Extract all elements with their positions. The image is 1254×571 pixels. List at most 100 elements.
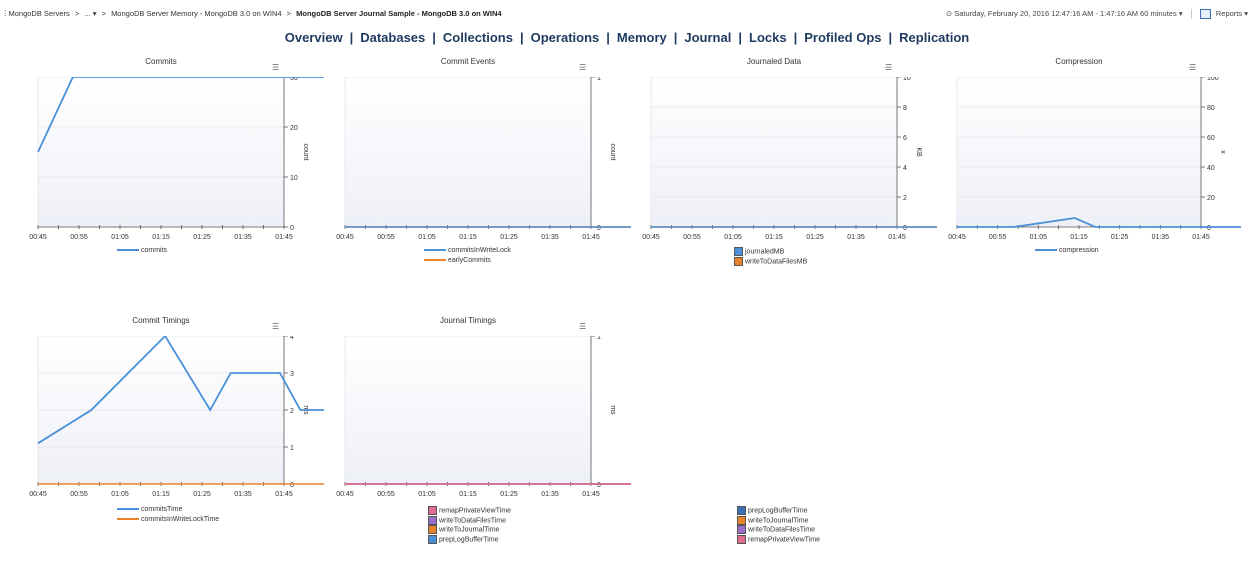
- section-nav: Overview | Databases | Collections | Operation…: [0, 30, 1254, 45]
- x-tick-label: 00:45: [336, 234, 354, 241]
- chart-menu-icon[interactable]: ☰: [579, 63, 587, 72]
- legend-swatch: [737, 525, 746, 534]
- legend-item-journaled-mb[interactable]: journaledMB: [734, 247, 784, 256]
- breadcrumb-middle-link[interactable]: MongoDB Server Memory - MongoDB 3.0 on W…: [111, 9, 282, 18]
- x-tick-label: 01:05: [1030, 234, 1048, 241]
- chart-menu-icon[interactable]: ☰: [579, 322, 587, 331]
- x-tick-label: 00:55: [70, 491, 88, 498]
- y-tick-label: 30: [290, 77, 298, 82]
- legend-swatch: [117, 518, 139, 521]
- chart-commits: 0 10 20 30 count 00:45 00:55 01:05 01:15 01:25 01:…: [29, 77, 324, 241]
- legend-item-write-to-data-files-time[interactable]: writeToDataFilesTime: [737, 525, 815, 534]
- legend-label: remapPrivateViewTime: [748, 535, 820, 543]
- legend-item-commits[interactable]: commits: [117, 247, 167, 254]
- x-tick-label: 01:15: [459, 491, 477, 498]
- legend-swatch: [737, 515, 746, 525]
- chart-commit-events: 0 1 count 00:45 00:55 01:05 01:15 01:25 01:35 01:…: [336, 77, 631, 241]
- legend-item-write-to-journal-time[interactable]: writeToJournalTime: [737, 515, 809, 525]
- legend-swatch: [117, 249, 139, 252]
- x-tick-label: 01:35: [234, 491, 252, 498]
- legend-item-compression[interactable]: compression: [1035, 247, 1099, 254]
- legend-swatch: [734, 256, 743, 266]
- nav-locks[interactable]: Locks: [749, 30, 787, 45]
- x-tick-label: 01:15: [1070, 234, 1088, 241]
- chevron-down-icon[interactable]: ▾: [92, 9, 97, 18]
- plot-background: [345, 336, 591, 484]
- nav-collections[interactable]: Collections: [442, 30, 513, 45]
- x-tick-label: 00:45: [336, 491, 354, 498]
- nav-operations[interactable]: Operations: [530, 30, 600, 45]
- divider: [1190, 9, 1192, 20]
- tree-icon: ⵗ: [4, 9, 7, 18]
- chart-title-compression: Compression: [1055, 57, 1103, 66]
- series-line-compression: [957, 217, 1241, 228]
- x-tick-label: 01:25: [806, 234, 824, 241]
- x-tick-label: 01:25: [500, 491, 518, 498]
- y-tick-label: 1: [597, 336, 601, 341]
- breadcrumb-separator: >: [101, 9, 106, 18]
- legend-item-early-commits[interactable]: earlyCommits: [424, 257, 491, 264]
- chart-title-commits: Commits: [145, 57, 177, 66]
- y-tick-label: 20: [290, 125, 298, 132]
- nav-overview[interactable]: Overview: [284, 30, 343, 45]
- nav-replication[interactable]: Replication: [899, 30, 970, 45]
- y-tick-label: 0: [903, 225, 907, 232]
- y-tick-label: 20: [1207, 195, 1215, 202]
- legend-item-write-to-data-files-mb[interactable]: writeToDataFilesMB: [734, 256, 807, 266]
- reports-button[interactable]: Reports: [1215, 9, 1243, 18]
- legend-label: writeToJournalTime: [748, 516, 809, 524]
- x-tick-label: 01:05: [418, 234, 436, 241]
- nav-databases[interactable]: Databases: [360, 30, 426, 45]
- chart-menu-icon[interactable]: ☰: [1189, 63, 1197, 72]
- nav-profiled-ops[interactable]: Profiled Ops: [804, 30, 882, 45]
- chart-title-commit-timings: Commit Timings: [132, 316, 190, 325]
- legend-item-commits-in-write-lock[interactable]: commitsInWriteLock: [424, 247, 511, 254]
- chart-menu-icon[interactable]: ☰: [272, 322, 280, 331]
- legend-item-commits-in-write-lock-time[interactable]: commitsInWriteLockTime: [117, 516, 219, 523]
- legend-swatch: [1035, 249, 1057, 252]
- x-tick-label: 01:15: [152, 491, 170, 498]
- x-tick-label: 01:05: [418, 491, 436, 498]
- legend-item-prep-log-buffer-time[interactable]: prepLogBufferTime: [428, 534, 499, 544]
- plot-background: [957, 77, 1201, 227]
- y-tick-label: 4: [290, 336, 294, 341]
- legend-label: prepLogBufferTime: [748, 507, 808, 515]
- legend-item-prep-log-buffer-time[interactable]: prepLogBufferTime: [737, 506, 808, 515]
- legend-item-remap-private-view-time[interactable]: remapPrivateViewTime: [428, 506, 511, 515]
- x-tick-label: 01:15: [152, 234, 170, 241]
- legend-swatch: [424, 259, 446, 262]
- legend-swatch: [428, 506, 437, 515]
- y-tick-label: 10: [903, 77, 911, 82]
- breadcrumb-root-link[interactable]: MongoDB Servers: [8, 9, 70, 18]
- legend-item-remap-private-view-time[interactable]: remapPrivateViewTime: [737, 534, 820, 544]
- x-tick-label: 00:45: [642, 234, 660, 241]
- reports-icon[interactable]: [1199, 9, 1211, 20]
- legend-label: writeToDataFilesTime: [439, 516, 507, 524]
- chart-menu-icon[interactable]: ☰: [272, 63, 280, 72]
- x-tick-label: 00:45: [29, 234, 47, 241]
- legend-item-commits-time[interactable]: commitsTime: [117, 506, 182, 513]
- breadcrumb-current: MongoDB Server Journal Sample - MongoDB …: [296, 9, 502, 18]
- header-right: ⊙ Saturday, February 20, 2016 12:47:16 A…: [946, 9, 1248, 20]
- time-range[interactable]: Saturday, February 20, 2016 12:47:16 AM …: [954, 9, 1177, 18]
- chart-menu-icon[interactable]: ☰: [885, 63, 893, 72]
- nav-journal[interactable]: Journal: [684, 30, 732, 45]
- legend-label: writeToDataFilesTime: [748, 526, 816, 534]
- breadcrumb-ellipsis[interactable]: ...: [84, 9, 91, 18]
- x-tick-label: 01:05: [724, 234, 742, 241]
- legend-swatch: [428, 534, 437, 544]
- legend-item-write-to-journal-time[interactable]: writeToJournalTime: [428, 525, 499, 534]
- legend-item-write-to-data-files-time[interactable]: writeToDataFilesTime: [428, 515, 507, 525]
- chevron-down-icon[interactable]: ▾: [1244, 9, 1248, 18]
- nav-memory[interactable]: Memory: [616, 30, 667, 45]
- y-axis-label: count: [609, 143, 616, 160]
- y-axis-label: x: [1219, 150, 1226, 154]
- x-tick-label: 01:25: [1111, 234, 1129, 241]
- nav-separator: |: [606, 30, 610, 45]
- y-tick-label: 80: [1207, 105, 1215, 112]
- legend-label: compression: [1059, 247, 1099, 254]
- x-tick-label: 01:35: [541, 234, 559, 241]
- chevron-down-icon[interactable]: ▾: [1178, 9, 1183, 18]
- x-tick-label: 01:45: [888, 234, 906, 241]
